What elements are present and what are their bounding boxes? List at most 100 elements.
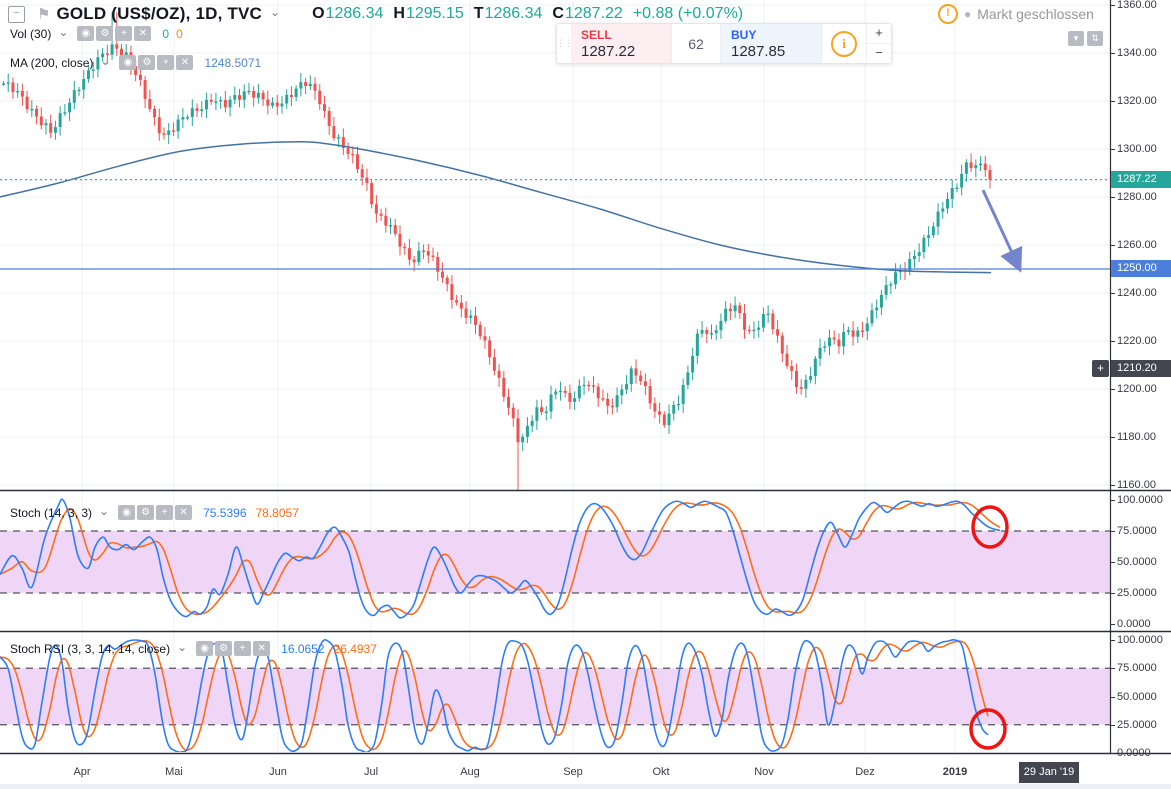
symbol-title[interactable]: GOLD (US$/OZ), 1D, TVC xyxy=(56,4,263,23)
add-icon[interactable]: + xyxy=(157,55,175,70)
stoch-rsi-axis-label: 75.0000 xyxy=(1117,662,1157,675)
volume-value-down: 0 xyxy=(176,26,183,41)
price-axis-label: 1340.00 xyxy=(1117,47,1157,59)
price-axis-label: 1240.00 xyxy=(1117,287,1157,299)
remove-icon[interactable]: ✕ xyxy=(253,641,271,656)
price-axis-label: 1200.00 xyxy=(1117,383,1157,395)
price-axis-label: 1160.00 xyxy=(1117,479,1156,491)
axis-tick xyxy=(1110,197,1115,198)
chevron-down-icon[interactable]: ⌄ xyxy=(270,5,281,19)
sell-price: 1287.22 xyxy=(581,43,636,60)
change-value: +0.88 (+0.07%) xyxy=(632,5,744,22)
chevron-down-icon[interactable]: ⌄ xyxy=(58,24,69,39)
chevron-down-icon[interactable]: ⌄ xyxy=(100,53,111,68)
trade-widget: ⋮⋮ SELL 1287.22 62 BUY 1287.85 i + − xyxy=(556,23,892,64)
open-value: 1286.34 xyxy=(325,5,384,22)
price-axis-label: 1260.00 xyxy=(1117,239,1157,251)
axis-tick xyxy=(1110,500,1115,501)
stoch-rsi-axis-label: 25.0000 xyxy=(1117,718,1157,731)
add-icon[interactable]: + xyxy=(234,641,252,656)
market-status-text: Markt geschlossen xyxy=(977,6,1094,22)
axis-tick xyxy=(1110,5,1115,6)
buy-label: BUY xyxy=(731,28,757,42)
visibility-icon[interactable]: ◉ xyxy=(77,26,95,41)
axis-tick xyxy=(1110,485,1115,486)
decrease-button[interactable]: − xyxy=(867,44,891,63)
axis-tick xyxy=(1110,437,1115,438)
axis-tick xyxy=(1110,562,1115,563)
settings-icon[interactable]: ⚙ xyxy=(137,505,155,520)
stoch-legend-row: Stoch (14, 3, 3) ⌄ ◉ ⚙ + ✕ 75.5396 78.8057 xyxy=(10,503,299,520)
ohlc-values: O1286.34 H1295.15 T1286.34 C1287.22 +0.8… xyxy=(312,5,743,23)
drag-handle[interactable]: ⋮⋮ xyxy=(556,38,573,48)
time-axis-label: Okt xyxy=(652,766,670,778)
increase-button[interactable]: + xyxy=(867,24,891,44)
scale-reset-button[interactable]: ⇅ xyxy=(1087,31,1103,46)
sell-button[interactable]: SELL 1287.22 xyxy=(571,24,672,63)
remove-icon[interactable]: ✕ xyxy=(134,26,152,41)
visibility-icon[interactable]: ◉ xyxy=(196,641,214,656)
alert-icon[interactable]: ! xyxy=(938,4,958,24)
stoch-d-value: 78.8057 xyxy=(255,505,299,520)
stoch-axis-label: 25.0000 xyxy=(1117,587,1157,599)
visibility-icon[interactable]: ◉ xyxy=(118,505,136,520)
time-axis-label: 2019 xyxy=(942,766,968,778)
high-label: H xyxy=(393,5,405,22)
buy-button[interactable]: BUY 1287.85 xyxy=(721,24,821,63)
crosshair-date-label: 29 Jan '19 xyxy=(1019,762,1079,783)
chevron-down-icon[interactable]: ⌄ xyxy=(99,503,110,518)
scale-down-button[interactable]: ▾ xyxy=(1068,31,1084,46)
volume-legend-row: Vol (30) ⌄ ◉ ⚙ + ✕ 0 0 xyxy=(10,24,183,41)
stoch-axis-label: 75.0000 xyxy=(1117,525,1157,537)
info-icon[interactable]: i xyxy=(831,30,857,57)
time-axis-label: Jul xyxy=(363,766,379,778)
stoch-axis-label: 100.0000 xyxy=(1117,494,1163,506)
quantity-stepper: + − xyxy=(866,24,891,63)
axis-tick xyxy=(1110,624,1115,625)
alert-price-tag: 1210.20 xyxy=(1111,360,1171,377)
chart-header: − ⚑ GOLD (US$/OZ), 1D, TVC ⌄ O1286.34 H1… xyxy=(8,4,743,24)
settings-icon[interactable]: ⚙ xyxy=(96,26,114,41)
low-value: 1286.34 xyxy=(484,5,543,22)
stoch-rsi-label[interactable]: Stoch RSI (3, 3, 14, 14, close) xyxy=(10,641,171,656)
settings-icon[interactable]: ⚙ xyxy=(138,55,156,70)
stoch-axis-label: 0.0000 xyxy=(1117,618,1151,630)
price-axis-label: 1280.00 xyxy=(1117,191,1157,203)
time-axis-label: Sep xyxy=(563,766,583,778)
market-status: ! ● Markt geschlossen xyxy=(938,4,1094,24)
time-axis-label: Jun xyxy=(269,766,287,778)
price-axis-label: 1180.00 xyxy=(1117,431,1156,443)
add-icon[interactable]: + xyxy=(115,26,133,41)
status-dot-icon: ● xyxy=(964,7,972,21)
spread-value: 62 xyxy=(672,24,721,63)
close-label: C xyxy=(552,5,564,22)
volume-label[interactable]: Vol (30) xyxy=(10,26,52,41)
stoch-rsi-d-value: 26.4937 xyxy=(333,641,377,656)
collapse-panel-button[interactable]: − xyxy=(8,5,25,23)
axis-tick xyxy=(1110,668,1115,670)
open-label: O xyxy=(312,5,325,22)
chevron-down-icon[interactable]: ⌄ xyxy=(177,639,188,654)
axis-tick xyxy=(1110,696,1115,698)
axis-tick xyxy=(1110,640,1115,641)
time-axis-label: Mai xyxy=(165,766,183,778)
axis-tick xyxy=(1110,101,1115,102)
settings-icon[interactable]: ⚙ xyxy=(215,641,233,656)
ma-label[interactable]: MA (200, close) xyxy=(10,55,94,70)
axis-tick xyxy=(1110,531,1115,532)
axis-tick xyxy=(1110,245,1115,246)
axis-tick xyxy=(1110,293,1115,294)
axis-tick xyxy=(1110,753,1115,754)
remove-icon[interactable]: ✕ xyxy=(176,55,194,70)
stoch-rsi-legend-row: Stoch RSI (3, 3, 14, 14, close) ⌄ ◉ ⚙ + ✕ 1… xyxy=(10,639,377,656)
visibility-icon[interactable]: ◉ xyxy=(119,55,137,70)
sell-label: SELL xyxy=(581,28,612,42)
flag-icon[interactable]: ⚑ xyxy=(37,6,51,23)
stoch-rsi-axis-label: 100.0000 xyxy=(1117,634,1163,646)
add-icon[interactable]: + xyxy=(156,505,174,520)
stoch-label[interactable]: Stoch (14, 3, 3) xyxy=(10,505,93,520)
support-price-tag: 1250.00 xyxy=(1111,260,1171,277)
remove-icon[interactable]: ✕ xyxy=(175,505,193,520)
add-alert-button[interactable]: + xyxy=(1092,360,1109,377)
